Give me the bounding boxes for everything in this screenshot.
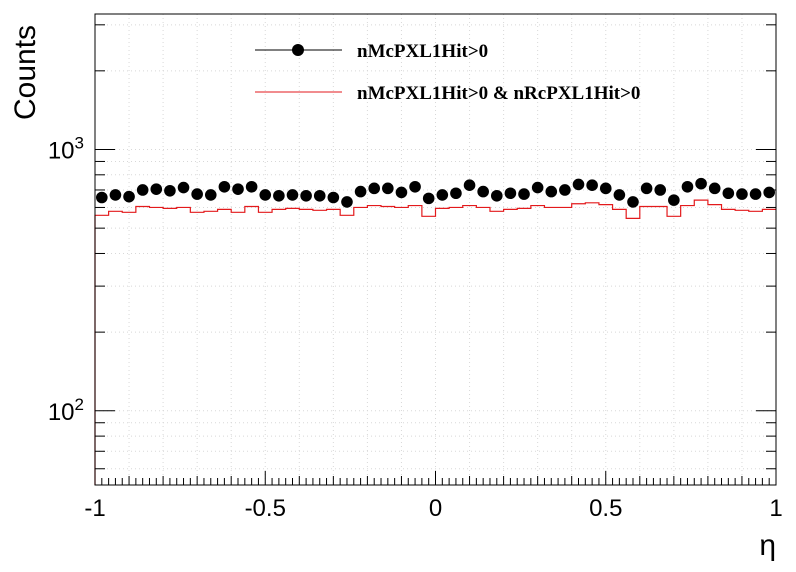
series-1-point xyxy=(273,189,285,202)
x-axis-title: η xyxy=(759,529,776,562)
series-1-point xyxy=(327,191,340,204)
series-1-point xyxy=(409,180,421,193)
series-1-point xyxy=(559,184,571,196)
tick-labels: -1 -0.5 0 0.5 1 102 103 xyxy=(48,133,783,522)
series-1-point xyxy=(436,189,449,201)
series-1-point xyxy=(341,196,353,208)
x-tick-label: 1 xyxy=(769,495,782,522)
series-1-point xyxy=(736,188,748,200)
x-tick-label: 0.5 xyxy=(589,495,622,522)
series-1-point xyxy=(695,177,707,190)
series-1-point xyxy=(545,185,558,198)
series-1-point xyxy=(627,196,639,208)
series-1-point xyxy=(96,191,108,204)
series-1-point xyxy=(395,186,408,199)
marker-layer xyxy=(96,177,775,208)
series-1-point xyxy=(422,192,435,205)
series-1-point xyxy=(232,183,244,195)
series-1-point xyxy=(177,181,190,194)
series-1-point xyxy=(259,189,272,201)
x-tick-label: 0 xyxy=(429,495,442,522)
series-1-point xyxy=(654,184,667,196)
series-1-point xyxy=(572,178,585,191)
series-1-point xyxy=(763,186,775,199)
series-1-point xyxy=(354,185,367,198)
series-1-point xyxy=(382,182,394,195)
series-1-point xyxy=(300,189,312,202)
series-1-point xyxy=(164,184,176,197)
legend-series-2-label: nMcPXL1Hit>0 & nRcPXL1Hit>0 xyxy=(357,83,640,104)
series-1-point xyxy=(490,189,503,202)
y-tick-label: 103 xyxy=(48,133,84,164)
series-1-point xyxy=(368,182,381,195)
series-1-point xyxy=(708,182,721,195)
series-1-point xyxy=(191,188,203,200)
legend: nMcPXL1Hit>0 nMcPXL1Hit>0 & nRcPXL1Hit>0 xyxy=(255,41,640,104)
series-1-point xyxy=(136,184,149,196)
series-1-point xyxy=(245,180,258,193)
series-1-point xyxy=(123,190,135,203)
x-tick-label: -0.5 xyxy=(245,495,286,522)
series-1-point xyxy=(722,187,735,200)
y-axis-title: Counts xyxy=(9,25,42,120)
series-1-point xyxy=(749,188,762,200)
grid-lines xyxy=(95,14,776,485)
histogram-layer xyxy=(94,199,776,485)
series-1-point xyxy=(668,194,680,206)
series-1-point xyxy=(150,183,163,195)
series-1-point xyxy=(586,179,598,192)
series-1-point xyxy=(613,189,626,201)
legend-series-1-marker xyxy=(292,44,304,56)
series-1-point xyxy=(518,188,530,200)
x-tick-label: -1 xyxy=(84,495,105,522)
series-1-point xyxy=(313,189,326,202)
series-2-step-line xyxy=(94,199,776,485)
y-tick-label: 102 xyxy=(48,395,84,426)
series-1-point xyxy=(477,185,489,198)
series-1-point xyxy=(640,182,653,195)
series-1-point xyxy=(286,189,299,201)
series-1-point xyxy=(504,187,517,200)
series-1-point xyxy=(681,180,694,193)
series-1-point xyxy=(531,181,544,194)
legend-series-1-label: nMcPXL1Hit>0 xyxy=(357,41,488,62)
axis-ticks xyxy=(94,24,777,485)
series-1-point xyxy=(218,180,231,193)
series-1-point xyxy=(450,187,462,200)
series-1-point xyxy=(204,189,217,201)
series-1-point xyxy=(599,182,612,195)
series-1-point xyxy=(109,189,122,201)
series-1-point xyxy=(463,179,476,192)
